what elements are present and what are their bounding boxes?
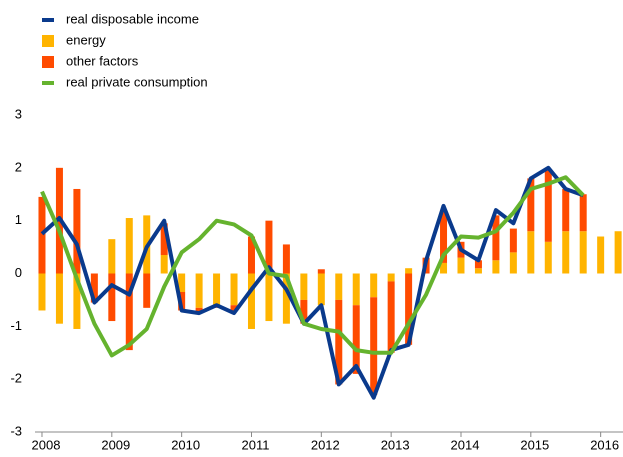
- x-tick-label: 2016: [590, 437, 619, 452]
- bar-segment: [108, 273, 116, 322]
- bar-segment: [387, 273, 395, 282]
- bar-segment: [405, 273, 413, 345]
- bar-segment: [108, 239, 116, 274]
- x-tick-label: 2012: [311, 437, 340, 452]
- bar-segment: [300, 273, 308, 300]
- bar-segment: [143, 273, 151, 308]
- bar-segment: [247, 236, 255, 274]
- bar-segment: [614, 231, 622, 274]
- bar-segment: [195, 273, 203, 308]
- legend-label: real disposable income: [66, 11, 199, 26]
- x-tick-label: 2014: [451, 437, 480, 452]
- bar-segment: [300, 299, 308, 324]
- bar-segment: [73, 188, 81, 274]
- legend-swatch: [42, 81, 54, 85]
- y-tick-label: -2: [10, 371, 22, 386]
- bar-segment: [544, 241, 552, 274]
- bar-segment: [38, 196, 46, 274]
- bar-segment: [335, 273, 343, 300]
- bar-segment: [562, 188, 570, 232]
- bar-segment: [38, 273, 46, 311]
- bar-segment: [457, 257, 465, 274]
- bar-segment: [282, 244, 290, 274]
- bar-segment: [405, 268, 413, 274]
- y-tick-label: 1: [15, 212, 22, 227]
- bar-segment: [509, 228, 517, 253]
- bar-segment: [213, 273, 221, 306]
- bar-segment: [474, 268, 482, 274]
- bar-segment: [440, 262, 448, 274]
- bar-segment: [562, 231, 570, 274]
- line: [40, 165, 584, 400]
- bar-segment: [265, 220, 273, 274]
- bar-segment: [509, 252, 517, 274]
- bar-segment: [160, 255, 168, 274]
- y-tick-label: 3: [15, 106, 22, 121]
- legend-swatch: [42, 56, 54, 68]
- bar-segment: [90, 273, 98, 303]
- legend-label: energy: [66, 32, 106, 47]
- bar-segment: [370, 273, 378, 298]
- bar-segment: [527, 231, 535, 274]
- bar-segment: [492, 260, 500, 274]
- bar-segment: [125, 273, 133, 351]
- bar-segment: [579, 194, 587, 232]
- bar-segment: [335, 299, 343, 385]
- line: [40, 175, 585, 358]
- bar-segment: [317, 269, 325, 274]
- bar-segment: [55, 273, 63, 324]
- bar-segment: [597, 236, 605, 274]
- legend-swatch: [42, 18, 54, 22]
- bar-segment: [282, 273, 290, 324]
- bar-segment: [125, 218, 133, 274]
- bar-segment: [352, 305, 360, 374]
- bar-segment: [160, 223, 168, 256]
- bar-segment: [440, 210, 448, 263]
- bar-segment: [544, 170, 552, 242]
- bar-segment: [265, 273, 273, 322]
- bar-segment: [492, 215, 500, 261]
- legend-label: other factors: [66, 53, 139, 68]
- bar-segment: [195, 307, 203, 314]
- bar-segment: [352, 273, 360, 306]
- bar-segment: [73, 273, 81, 329]
- bar-segment: [474, 260, 482, 269]
- bar-segment: [230, 273, 238, 306]
- bar-segment: [579, 231, 587, 274]
- y-tick-label: 0: [15, 265, 22, 280]
- x-tick-label: 2015: [520, 437, 549, 452]
- x-tick-label: 2010: [171, 437, 200, 452]
- bar-segment: [370, 297, 378, 396]
- legend-swatch: [42, 35, 54, 47]
- bar-segment: [230, 305, 238, 311]
- x-tick-label: 2008: [32, 437, 61, 452]
- x-tick-label: 2009: [101, 437, 130, 452]
- legend-label: real private consumption: [66, 74, 208, 89]
- bar-segment: [387, 281, 395, 353]
- x-tick-label: 2011: [242, 437, 270, 452]
- x-tick-label: 2013: [381, 437, 410, 452]
- y-tick-label: -1: [10, 318, 22, 333]
- y-tick-label: 2: [15, 159, 22, 174]
- bar-segment: [178, 273, 186, 292]
- bar-segment: [247, 273, 255, 329]
- bar-segment: [527, 178, 535, 232]
- y-tick-label: -3: [10, 423, 22, 438]
- bar-segment: [317, 273, 325, 306]
